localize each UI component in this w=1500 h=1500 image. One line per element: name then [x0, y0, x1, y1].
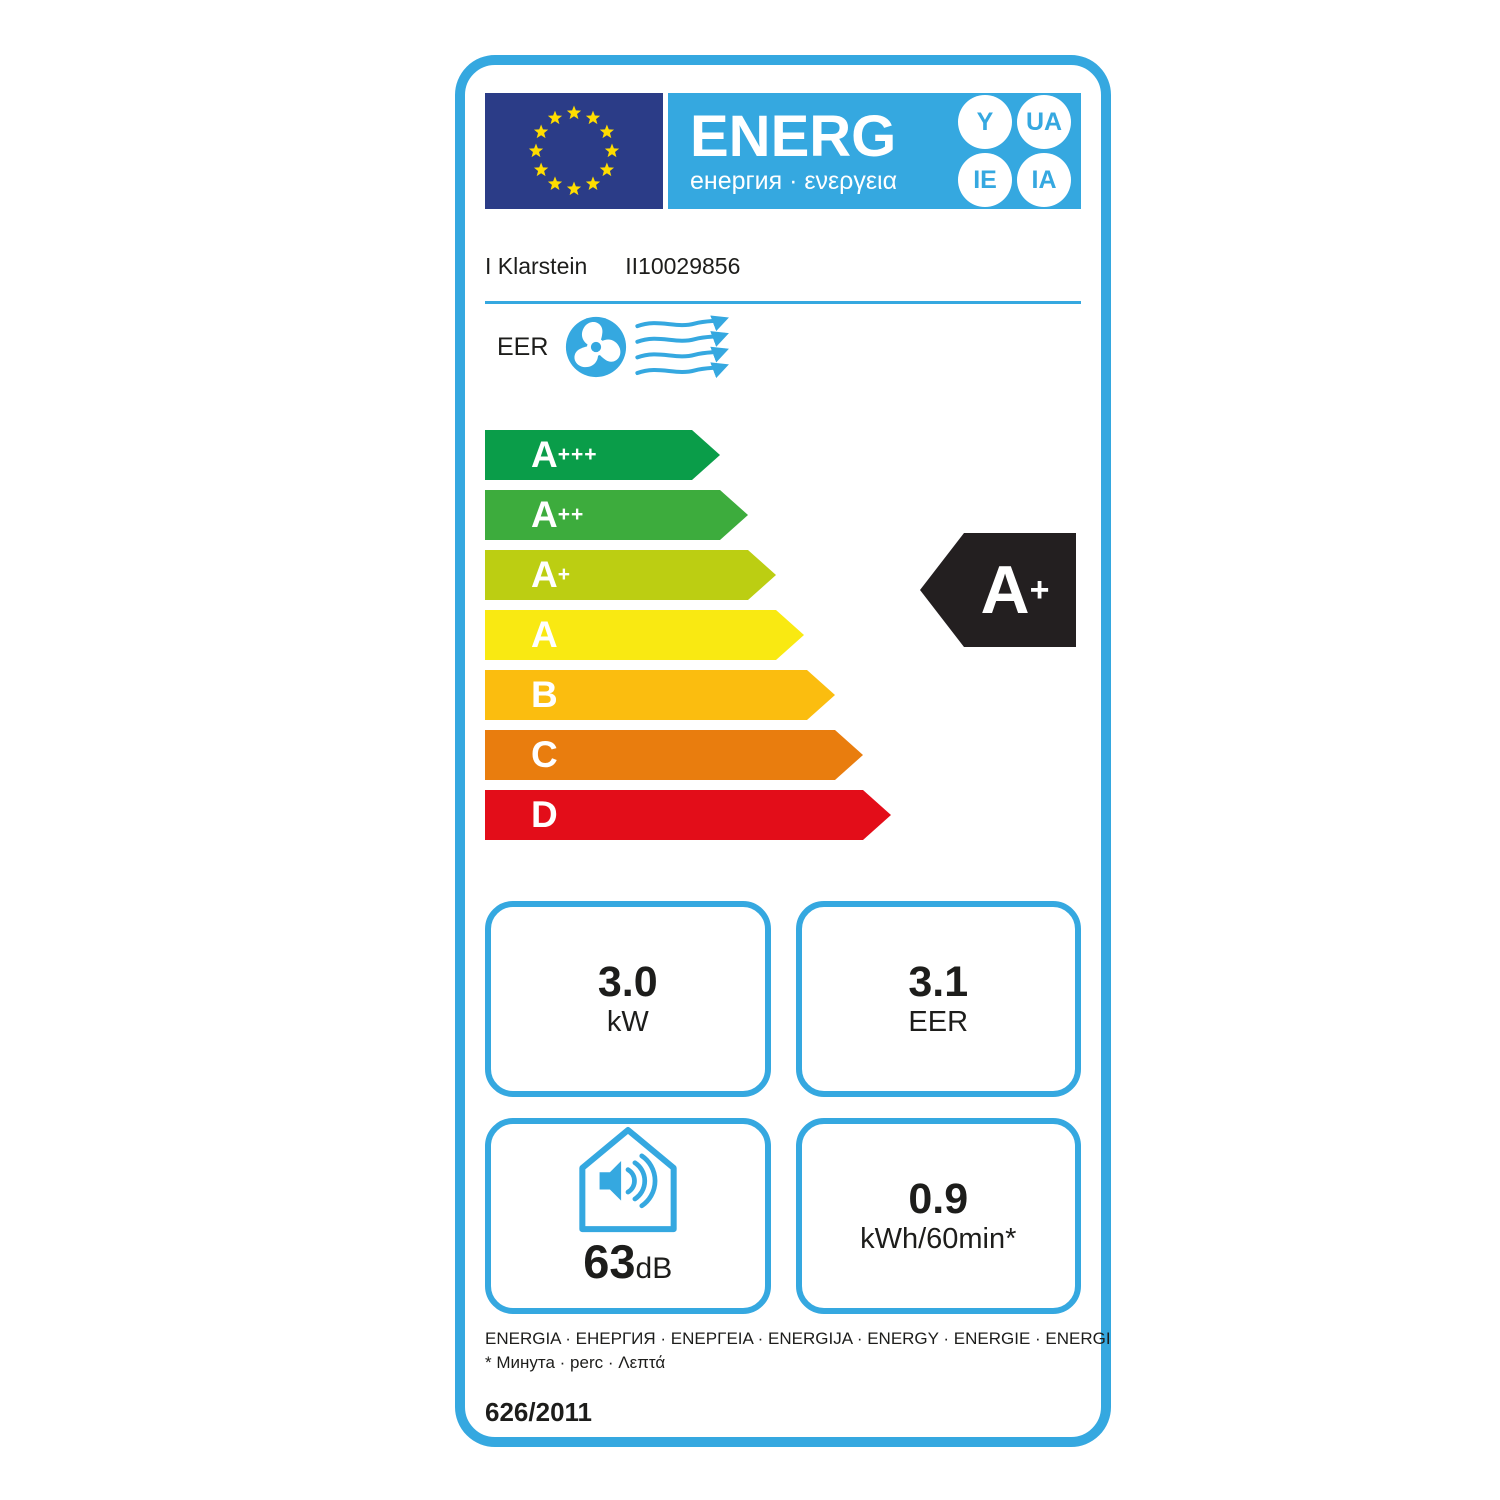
class-arrow-a+: A+ — [485, 550, 776, 600]
consumption-box: 0.9 kWh/60min* — [795, 1118, 1081, 1314]
footer-minute-words: * Минута · perc · Λεπτά — [485, 1353, 666, 1372]
capacity-box: 3.0 kW — [485, 901, 771, 1097]
regulation-number: 626/2011 — [485, 1397, 593, 1427]
class-arrow-label: B — [531, 674, 558, 715]
consumption-unit: kWh/60min* — [860, 1223, 1017, 1255]
class-arrow-a+++: A+++ — [485, 430, 720, 480]
language-badge-ua: UA — [1017, 95, 1071, 149]
class-arrow-c: C — [485, 730, 863, 780]
rating-plus: + — [1029, 570, 1050, 609]
metrics-grid: 3.0 kW 3.1 EER 63dB — [485, 901, 1081, 1314]
language-badge-ie: IE — [958, 153, 1012, 207]
language-badges: Y UA IE IA — [958, 95, 1071, 207]
function-row: EER — [485, 315, 1081, 379]
supplier-brand: I Klarstein — [485, 253, 588, 279]
class-arrow-a: A — [485, 610, 804, 660]
divider-line — [485, 301, 1081, 304]
label-footer: ENERGIA · ЕНЕРГИЯ · ENEPΓEIA · ENERGIJA … — [485, 1327, 1111, 1428]
capacity-unit: kW — [606, 1006, 649, 1038]
class-scale: A+++ A++ A+ A B C D — [485, 430, 1081, 840]
class-arrow-label: A+++ — [531, 434, 598, 475]
noise-box: 63dB — [485, 1118, 771, 1314]
language-badge-y: Y — [958, 95, 1012, 149]
energ-banner: ENERG енергия · ενεργεια Y UA IE IA — [668, 93, 1081, 209]
class-arrow-label: A — [531, 614, 558, 655]
supplier-row: I Klarstein II10029856 — [485, 253, 1081, 280]
class-arrow-a++: A++ — [485, 490, 748, 540]
class-arrow-label: D — [531, 794, 558, 835]
eu-energy-label: ENERG енергия · ενεργεια Y UA IE IA I Kl… — [455, 55, 1111, 1447]
class-arrow-d: D — [485, 790, 891, 840]
airflow-icon — [635, 315, 730, 379]
rating-grade: A — [980, 552, 1030, 628]
eer-value: 3.1 — [908, 958, 969, 1006]
noise-reading: 63dB — [583, 1238, 672, 1298]
footer-energy-words: ENERGIA · ЕНЕРГИЯ · ENEPΓEIA · ENERGIJA … — [485, 1329, 1111, 1348]
noise-house-icon — [579, 1127, 677, 1233]
class-arrow-label: A++ — [531, 494, 585, 535]
eer-unit: EER — [908, 1006, 969, 1038]
supplier-model: II10029856 — [625, 253, 741, 279]
energ-title: ENERG — [690, 104, 897, 169]
noise-unit: dB — [635, 1252, 673, 1285]
energ-wordmark: ENERG енергия · ενεργεια — [690, 106, 897, 196]
consumption-value: 0.9 — [908, 1175, 969, 1223]
eer-label: EER — [497, 332, 549, 361]
eer-box: 3.1 EER — [795, 901, 1081, 1097]
energ-subtitle: енергия · ενεργεια — [690, 167, 898, 195]
fan-icon — [566, 316, 627, 378]
capacity-value: 3.0 — [597, 958, 658, 1006]
label-header: ENERG енергия · ενεργεια Y UA IE IA — [485, 93, 1081, 209]
class-arrow-b: B — [485, 670, 835, 720]
class-arrow-label: A+ — [531, 554, 571, 595]
noise-value: 63 — [583, 1235, 636, 1288]
language-badge-ia: IA — [1017, 153, 1071, 207]
class-arrow-label: C — [531, 734, 558, 775]
eu-flag-icon — [485, 93, 663, 209]
